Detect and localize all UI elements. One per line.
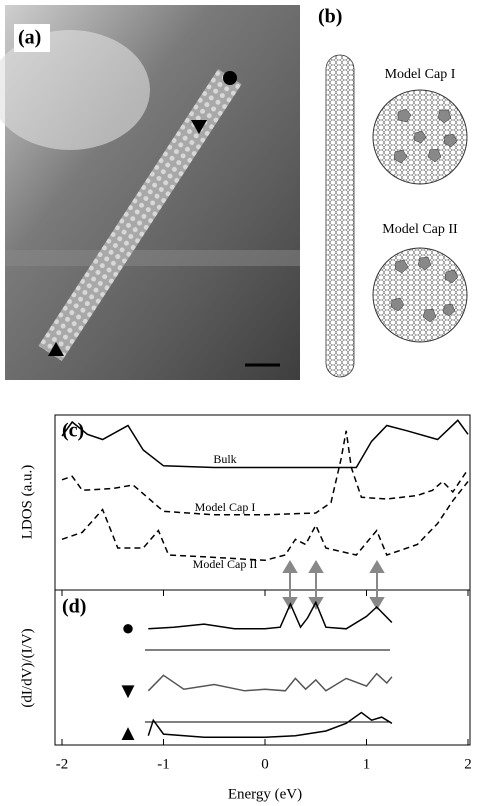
curve-label: Bulk xyxy=(213,452,236,466)
peak-arrows xyxy=(284,562,383,608)
curve-label: ▲ xyxy=(117,720,139,745)
x-axis-label: Energy (eV) xyxy=(228,786,302,802)
x-tick-label: -2 xyxy=(56,756,69,772)
y-axis-label: (dI/dV)/(I/V) xyxy=(19,628,35,707)
panel-label: (d) xyxy=(62,596,86,618)
x-tick-label: 0 xyxy=(261,756,269,772)
curve-label: Model Cap I xyxy=(195,500,256,514)
cap-model xyxy=(373,248,467,342)
marker-circle xyxy=(223,71,237,85)
panel-label: (a) xyxy=(18,27,41,49)
nanotube-model xyxy=(326,55,354,377)
curve xyxy=(62,482,468,561)
curve-label: ▼ xyxy=(117,678,139,703)
x-tick-label: -1 xyxy=(157,756,170,772)
figure: (a) (b) Model Cap I Model Cap II (c) (d)… xyxy=(0,0,477,806)
curve-label: Model Cap II xyxy=(193,557,258,571)
cap-label: Model Cap I xyxy=(385,67,456,82)
cap-model xyxy=(373,90,467,184)
curve xyxy=(62,431,468,515)
scan-band xyxy=(5,250,300,266)
curve xyxy=(148,674,392,691)
x-tick-label: 2 xyxy=(464,756,472,772)
cap-label: Model Cap II xyxy=(382,222,458,237)
panel-label: (b) xyxy=(318,6,342,28)
curve xyxy=(148,713,392,738)
curve xyxy=(148,602,392,628)
curve-label: ● xyxy=(121,615,134,640)
curve xyxy=(62,420,468,467)
x-tick-label: 1 xyxy=(363,756,371,772)
y-axis-label: LDOS (a.u.) xyxy=(19,465,35,540)
